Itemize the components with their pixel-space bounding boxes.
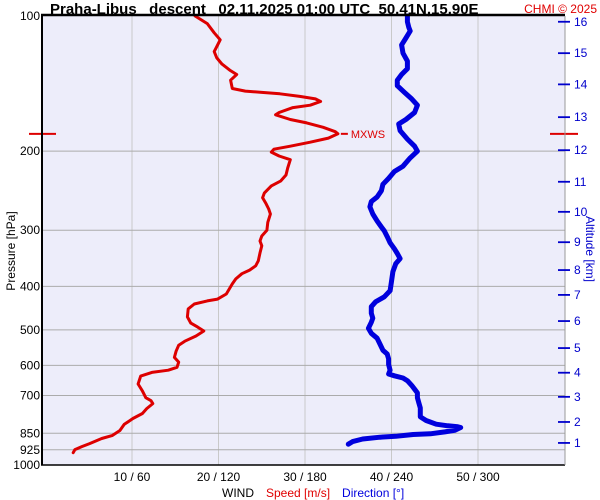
direction-legend-label: Direction [°]: [342, 486, 405, 500]
wind-label: WIND: [222, 486, 254, 500]
altitude-axis-title: Altitude [km]: [583, 215, 597, 283]
chart-title: Praha-Libus descent 02.11.2025 01:00 UTC…: [50, 1, 479, 18]
pressure-tick-label: 1000: [13, 458, 40, 472]
pressure-axis-title: Pressure [hPa]: [4, 211, 18, 291]
speed-legend-label: Speed [m/s]: [266, 486, 331, 500]
altitude-tick-label: 7: [574, 288, 581, 302]
pressure-tick-label: 500: [20, 323, 40, 337]
direction-curve: [345, 13, 464, 447]
pressure-tick-label: 850: [20, 426, 40, 440]
wind-tick-label: 30 / 180: [283, 470, 327, 484]
wind-tick-label: 20 / 120: [197, 470, 241, 484]
pressure-tick-label: 300: [20, 223, 40, 237]
altitude-tick-label: 12: [574, 143, 588, 157]
pressure-tick-label: 200: [20, 144, 40, 158]
altitude-tick-label: 6: [574, 314, 581, 328]
altitude-tick-label: 3: [574, 390, 581, 404]
altitude-tick-label: 4: [574, 366, 581, 380]
wind-tick-label: 40 / 240: [370, 470, 414, 484]
wind-axis-legend: WIND Speed [m/s] Direction [°]: [222, 486, 404, 500]
altitude-tick-label: 11: [574, 175, 587, 189]
wind-tick-label: 50 / 300: [456, 470, 500, 484]
pressure-tick-label: 400: [20, 279, 40, 293]
copyright-notice: CHMI © 2025: [524, 2, 597, 16]
altitude-tick-label: 14: [574, 77, 588, 91]
altitude-tick-label: 16: [574, 15, 588, 29]
altitude-tick-label: 13: [574, 110, 588, 124]
altitude-tick-label: 8: [574, 263, 581, 277]
pressure-tick-label: 700: [20, 388, 40, 402]
altitude-tick-label: 10: [574, 205, 588, 219]
pressure-tick-label: 100: [20, 9, 40, 23]
pressure-tick-label: 925: [20, 443, 40, 457]
altitude-tick-label: 2: [574, 415, 581, 429]
altitude-tick-label: 15: [574, 46, 588, 60]
speed-curve: [71, 14, 340, 455]
mxws-label: MXWS: [351, 129, 385, 141]
pressure-tick-label: 600: [20, 358, 40, 372]
altitude-tick-label: 9: [574, 235, 581, 249]
wind-tick-label: 10 / 60: [114, 470, 151, 484]
altitude-tick-label: 5: [574, 341, 581, 355]
plot-background: [43, 16, 565, 465]
altitude-tick-label: 1: [574, 436, 581, 450]
